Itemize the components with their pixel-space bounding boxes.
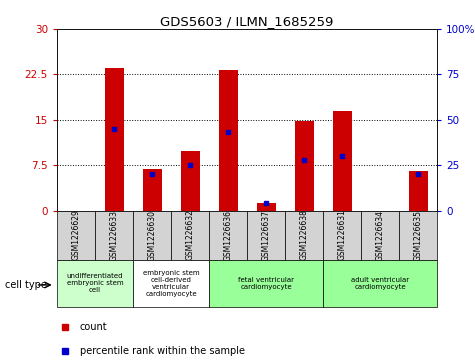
Bar — [171, 211, 209, 260]
Text: GSM1226632: GSM1226632 — [186, 209, 194, 261]
Text: embryonic stem
cell-derived
ventricular
cardiomyocyte: embryonic stem cell-derived ventricular … — [142, 270, 200, 297]
Text: undifferentiated
embryonic stem
cell: undifferentiated embryonic stem cell — [66, 273, 124, 293]
Bar — [180, 151, 200, 211]
Text: count: count — [80, 322, 107, 332]
Text: GSM1226636: GSM1226636 — [224, 209, 232, 261]
Text: GSM1226638: GSM1226638 — [300, 209, 308, 261]
Bar — [285, 211, 323, 260]
Text: percentile rank within the sample: percentile rank within the sample — [80, 346, 245, 356]
Text: GSM1226634: GSM1226634 — [376, 209, 384, 261]
Text: GSM1226629: GSM1226629 — [72, 209, 80, 261]
Text: GSM1226635: GSM1226635 — [414, 209, 422, 261]
Bar — [294, 121, 314, 211]
Bar — [323, 211, 361, 260]
Bar — [104, 68, 124, 211]
Text: GSM1226630: GSM1226630 — [148, 209, 156, 261]
Bar — [57, 211, 95, 260]
Text: fetal ventricular
cardiomyocyte: fetal ventricular cardiomyocyte — [238, 277, 294, 290]
Bar — [361, 211, 399, 260]
Bar — [209, 260, 323, 307]
Bar — [133, 260, 209, 307]
Bar — [209, 211, 247, 260]
Title: GDS5603 / ILMN_1685259: GDS5603 / ILMN_1685259 — [160, 15, 333, 28]
Bar — [142, 170, 162, 211]
Text: GSM1226631: GSM1226631 — [338, 209, 346, 261]
Text: adult ventricular
cardiomyocyte: adult ventricular cardiomyocyte — [351, 277, 409, 290]
Bar — [332, 111, 352, 211]
Bar — [408, 171, 428, 211]
Text: GSM1226633: GSM1226633 — [110, 209, 118, 261]
Text: cell type: cell type — [5, 280, 47, 290]
Text: GSM1226637: GSM1226637 — [262, 209, 270, 261]
Bar — [247, 211, 285, 260]
Bar — [133, 211, 171, 260]
Bar — [57, 260, 133, 307]
Bar — [399, 211, 437, 260]
Bar — [95, 211, 133, 260]
Bar — [323, 260, 437, 307]
Bar — [218, 70, 238, 211]
Bar — [256, 203, 275, 211]
